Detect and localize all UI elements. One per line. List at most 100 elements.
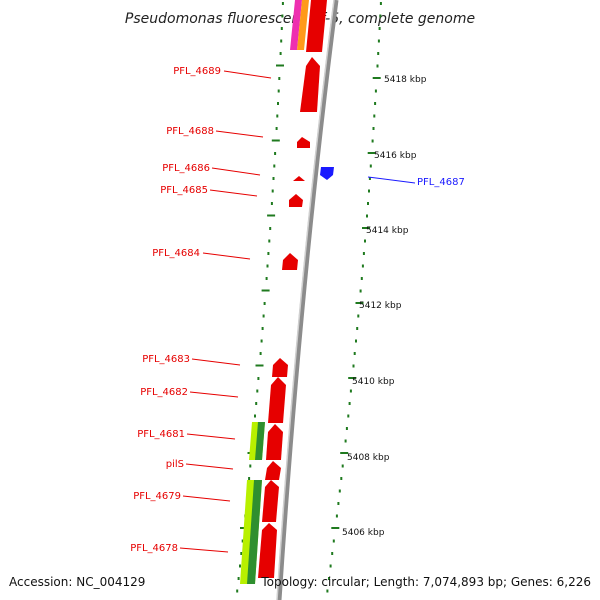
- gene-labels: PFL_4689 PFL_4688 PFL_4686 PFL_4685 PFL_…: [130, 66, 465, 554]
- outer-tick-mark: [347, 414, 350, 418]
- outer-tick-mark: [341, 464, 344, 468]
- inner-tick-mark: [267, 214, 276, 217]
- outer-tick-mark: [352, 364, 355, 368]
- inner-tick-mark: [248, 477, 251, 480]
- inner-tick-mark: [278, 77, 281, 80]
- inner-tick-mark: [277, 89, 280, 93]
- outer-tick-mark: [328, 577, 330, 580]
- outer-tick-mark: [374, 89, 377, 93]
- kbp-label-5418: 5418 kbp: [384, 75, 427, 85]
- inner-tick-mark: [281, 2, 284, 5]
- orange-feature: [297, 0, 309, 50]
- gene-arrow-PFL_4679: [262, 480, 279, 522]
- outer-tick-mark: [331, 527, 340, 529]
- outer-tick-mark: [372, 77, 381, 79]
- outer-tick-mark: [366, 214, 368, 218]
- inner-tick-mark: [280, 39, 283, 43]
- inner-tick-mark: [265, 277, 268, 280]
- inner-tick-mark: [274, 152, 277, 155]
- label-leaders: [179, 70, 416, 553]
- green-feature-4681-dark: [255, 422, 265, 460]
- outer-tick-mark: [356, 327, 359, 330]
- gene-arrow-PFL_4684: [282, 253, 298, 270]
- gene-label-PFL_4682: PFL_4682: [140, 387, 188, 398]
- leader-PFL_4683: [191, 358, 241, 366]
- inner-tick-mark: [255, 364, 264, 367]
- outer-tick-mark: [348, 402, 351, 405]
- inner-tick-mark: [259, 352, 262, 355]
- gene-label-PFL_4683: PFL_4683: [142, 354, 190, 365]
- inner-tick-mark: [276, 64, 284, 67]
- gene-arrow-PFL_4678: [258, 523, 277, 578]
- inner-tick-mark: [260, 339, 263, 343]
- outer-tick-mark: [377, 52, 380, 55]
- inner-tick-mark: [236, 589, 239, 593]
- inner-tick-mark: [241, 539, 244, 543]
- gene-label-PFL_4686: PFL_4686: [162, 163, 210, 174]
- gene-label-PFL_4679: PFL_4679: [133, 491, 181, 502]
- outer-tick-mark: [355, 339, 357, 343]
- inner-tick-mark: [272, 177, 275, 180]
- inner-tick-mark: [281, 14, 284, 18]
- gene-label-PFL_4689: PFL_4689: [173, 66, 221, 77]
- inner-tick-mark: [270, 202, 273, 205]
- outer-tick-mark: [372, 127, 375, 130]
- inner-tick-mark: [266, 264, 269, 268]
- outer-tick-mark: [335, 514, 338, 518]
- inner-tick-mark: [280, 27, 283, 30]
- gene-label-pilS: pilS: [166, 459, 184, 470]
- gene-arrow-PFL_4685: [289, 194, 303, 207]
- outer-tick-mark: [340, 477, 343, 480]
- inner-tick-mark: [237, 577, 240, 580]
- leader-PFL_4678: [179, 547, 229, 553]
- outer-tick-mark: [348, 377, 357, 379]
- gene-arrow-PFL_4686: [293, 176, 305, 181]
- kbp-scale-labels: 5418 kbp 5416 kbp 5414 kbp 5412 kbp 5410…: [342, 75, 427, 538]
- topology-text: Topology: circular; Length: 7,074,893 bp…: [260, 575, 591, 589]
- inner-tick-mark: [256, 389, 259, 393]
- outer-tick-mark: [337, 502, 340, 505]
- forward-cds-top: [306, 0, 327, 52]
- leader-PFL_4681: [186, 433, 236, 440]
- outer-tick-mark: [367, 202, 369, 205]
- leader-PFL_4685: [209, 189, 258, 197]
- gene-arrow-PFL_4682: [268, 377, 286, 423]
- kbp-label-5416: 5416 kbp: [374, 151, 417, 161]
- kbp-label-5412: 5412 kbp: [359, 301, 402, 311]
- outer-tick-mark: [367, 152, 376, 154]
- outer-tick-mark: [373, 114, 376, 118]
- gene-label-PFL_4685: PFL_4685: [160, 185, 208, 196]
- gene-arrow-PFL_4687: [320, 167, 334, 180]
- kbp-label-5408: 5408 kbp: [347, 453, 390, 463]
- gene-arrow-PFL_4689: [300, 57, 320, 112]
- gene-label-PFL_4678: PFL_4678: [130, 543, 178, 554]
- outer-tick-mark: [344, 439, 347, 443]
- leader-PFL_4684: [202, 252, 251, 260]
- leader-PFL_4689: [223, 70, 272, 79]
- outer-tick-mark: [374, 102, 377, 105]
- gene-arrow-PFL_4688: [297, 137, 310, 148]
- outer-tick-mark: [359, 289, 362, 293]
- outer-tick-mark: [355, 302, 364, 304]
- outer-tick-mark: [360, 277, 363, 280]
- outer-tick-mark: [340, 452, 349, 454]
- outer-tick-mark: [371, 139, 374, 143]
- outer-tick-mark: [379, 2, 382, 5]
- forward-genes: [258, 57, 320, 578]
- outer-tick-mark: [345, 427, 348, 430]
- outer-tick-mark: [368, 189, 370, 193]
- outer-tick-mark: [361, 264, 364, 268]
- outer-tick-mark: [377, 39, 380, 43]
- inner-tick-mark: [273, 164, 276, 168]
- inner-tick-mark: [268, 239, 271, 243]
- kbp-label-5406: 5406 kbp: [342, 528, 385, 538]
- inner-tick-mark: [249, 464, 252, 468]
- green-feature-4679-dark: [247, 480, 262, 584]
- inner-tick-mark: [254, 414, 256, 418]
- leader-PFL_4686: [211, 167, 261, 176]
- inner-tick-mark: [271, 189, 274, 193]
- outer-tick-mark: [331, 552, 334, 555]
- outer-tick-mark: [362, 227, 370, 229]
- outer-tick-mark: [376, 64, 379, 68]
- feature-strip-top: [290, 0, 327, 52]
